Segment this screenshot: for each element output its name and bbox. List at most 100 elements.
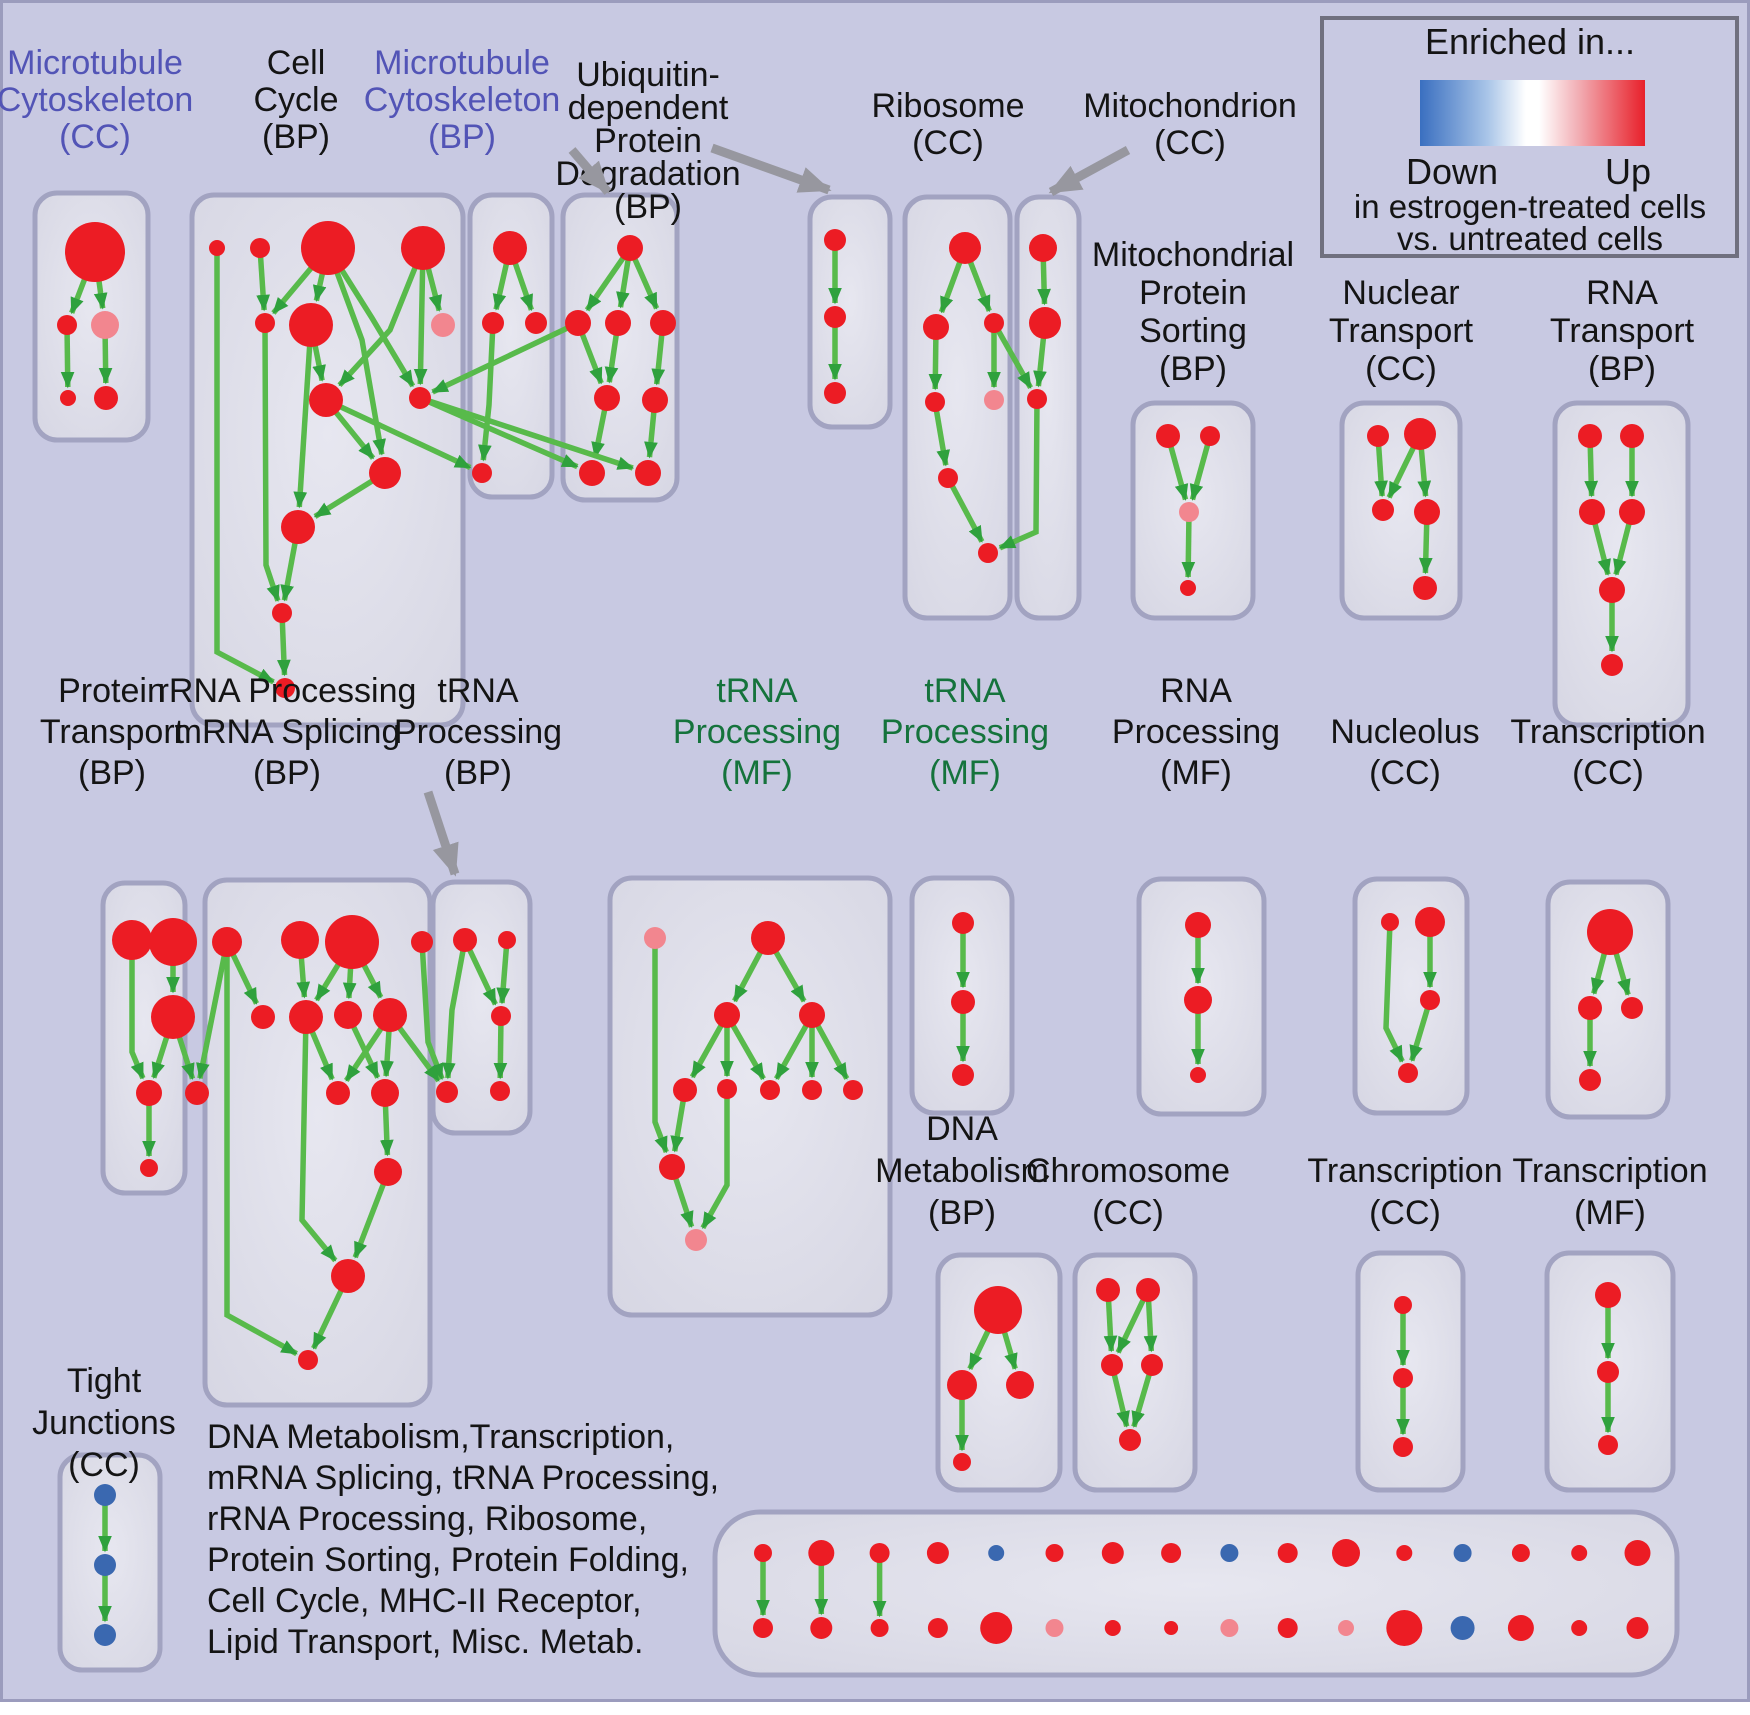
node-trna-processing-bp-q5 [490, 1081, 510, 1101]
node-mt-cc-n3 [91, 311, 119, 339]
node-transcription-cc-2-y3 [1393, 1437, 1413, 1457]
node-misc-r1-13 [1453, 1544, 1472, 1562]
node-trna-processing-bp-q4 [436, 1081, 458, 1103]
cluster-label-protein-transport: Protein [58, 672, 166, 710]
node-cell-cycle-n6 [289, 303, 333, 347]
cluster-label-nucleolus: Nucleolus [1330, 713, 1479, 751]
cluster-label-rna-processing-mf: (MF) [1160, 754, 1232, 792]
node-rrna-processing-r1 [212, 927, 242, 957]
node-misc-r1-15 [1571, 1545, 1588, 1561]
node-ubiquitin-u4 [650, 310, 676, 336]
node-nucleolus-k2 [1415, 907, 1445, 937]
node-ubiquitin-2-v1 [824, 229, 846, 251]
node-chromosome-e2 [1136, 1278, 1160, 1302]
node-mt-cc-n1 [65, 222, 125, 282]
node-trna-processing-mf-1-f3 [714, 1002, 740, 1028]
cluster-label-mt-bp: (BP) [428, 118, 496, 156]
edge [1383, 921, 1405, 1063]
node-misc-r2-10 [1277, 1618, 1298, 1638]
edge [441, 939, 468, 1080]
node-nuclear-transport-c5 [1413, 576, 1437, 600]
node-misc-r1-2 [808, 1540, 835, 1566]
node-dna-metabolism-d2 [947, 1370, 977, 1400]
node-ubiquitin-2-v2 [824, 306, 846, 328]
node-nuclear-transport-c2 [1404, 418, 1436, 450]
cluster-label-mt-cc: (CC) [59, 118, 131, 156]
cluster-label-mt-bp: Cytoskeleton [364, 81, 561, 119]
cluster-label-rna-processing-mf: RNA [1160, 672, 1232, 710]
edge [1181, 511, 1196, 579]
cluster-label-transcription-mf: Transcription [1512, 1152, 1707, 1190]
node-misc-r1-4 [926, 1542, 949, 1564]
node-mt-bp-m4 [472, 463, 492, 483]
node-rrna-processing-r3 [325, 915, 379, 969]
node-ubiquitin-u3 [605, 310, 631, 336]
node-mitochondrion-t1 [1029, 234, 1057, 262]
node-ribosome-b4 [925, 392, 945, 412]
legend-down-label: Down [1406, 151, 1498, 192]
node-trna-processing-mf-1-f7 [760, 1080, 780, 1100]
cluster-label-cell-cycle: Cell [267, 44, 326, 82]
node-misc-r2-7 [1104, 1620, 1121, 1636]
node-misc-r2-13 [1450, 1616, 1475, 1640]
node-rna-transport-a3 [1579, 499, 1605, 525]
cluster-label-mito-protein-sorting: Sorting [1139, 312, 1247, 350]
cluster-box-misc [712, 1509, 1680, 1678]
cluster-box-mitochondrion [1014, 194, 1082, 621]
node-cell-cycle-n9 [431, 313, 455, 337]
cluster-label-mitochondrion: Mitochondrion [1083, 87, 1297, 125]
edge [214, 248, 275, 685]
node-rrna-processing-t1 [326, 1081, 350, 1105]
node-chromosome-e3 [1101, 1354, 1123, 1376]
node-trna-processing-mf-1-f2 [751, 921, 785, 955]
node-protein-transport-p6 [140, 1159, 158, 1177]
cluster-label-trna-processing-bp: (BP) [444, 754, 512, 792]
node-chromosome-e4 [1141, 1354, 1163, 1376]
nodes-layer [57, 221, 1651, 1646]
edge [478, 322, 496, 462]
cluster-label-mito-protein-sorting: Protein [1139, 274, 1247, 312]
ubiquitin-left-pointer-icon [568, 147, 612, 195]
node-transcription-mf-z1 [1595, 1282, 1621, 1308]
node-misc-r1-6 [1045, 1544, 1064, 1562]
node-cell-cycle-n12 [272, 603, 292, 623]
cluster-label-rrna-processing: mRNA Splicing [174, 713, 401, 751]
node-nuclear-transport-c1 [1367, 425, 1389, 447]
cluster-label-trna-processing-mf-1: tRNA [716, 672, 798, 710]
cluster-label-cell-cycle: (BP) [262, 118, 330, 156]
node-chromosome-e5 [1119, 1429, 1141, 1451]
edge [945, 476, 985, 543]
edge [493, 1015, 508, 1080]
cluster-label-transcription-cc-2: Transcription [1307, 1152, 1502, 1190]
cluster-box-ubiquitin-2 [807, 194, 893, 430]
edge [325, 246, 416, 388]
edge [60, 324, 75, 389]
node-cell-cycle-n1 [209, 240, 225, 256]
node-dna-metabolism-d1 [974, 1286, 1022, 1334]
edge [224, 942, 298, 1357]
node-trna-processing-mf-2-g1 [952, 912, 974, 934]
edge [277, 612, 291, 677]
node-ribosome-b5 [984, 390, 1004, 410]
mitochondrion-pointer-icon [1048, 146, 1131, 196]
node-rrna-processing-s1 [251, 1005, 275, 1029]
node-rrna-processing-s3 [334, 1001, 362, 1029]
cluster-label-mt-cc: Microtubule [7, 44, 183, 82]
misc-categories-text: Cell Cycle, MHC-II Receptor, [207, 1582, 642, 1620]
node-misc-r2-5 [980, 1612, 1013, 1644]
legend-colorbar [1420, 80, 1645, 146]
cluster-box-trna-processing-mf-1 [607, 875, 893, 1318]
cluster-label-ribosome: Ribosome [871, 87, 1024, 125]
cluster-box-dna-metabolism [935, 1252, 1063, 1493]
cluster-label-rna-transport: (BP) [1588, 350, 1656, 388]
node-protein-transport-p4 [136, 1080, 162, 1106]
edge [325, 247, 386, 456]
node-trna-processing-mf-1-f10 [659, 1154, 685, 1180]
node-misc-r2-1 [753, 1618, 773, 1638]
cluster-label-trna-processing-bp: Processing [394, 713, 562, 751]
edge [419, 395, 635, 471]
node-rrna-processing-s4 [373, 998, 407, 1032]
cluster-label-transcription-cc-2: (CC) [1369, 1194, 1441, 1232]
node-misc-r1-1 [754, 1544, 772, 1562]
cluster-box-rrna-processing [202, 877, 433, 1408]
